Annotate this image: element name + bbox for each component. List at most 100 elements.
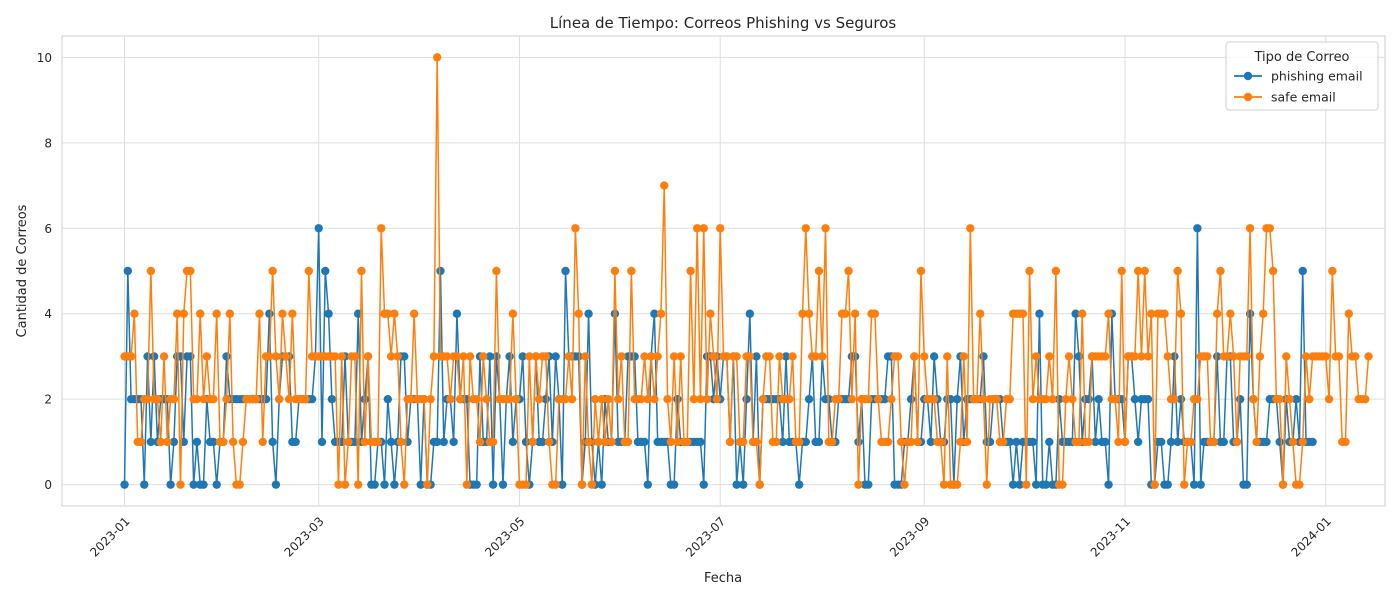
data-point [617,352,626,361]
data-point [465,352,475,361]
data-point [1344,309,1354,318]
data-point [640,352,649,361]
data-point [219,437,228,447]
data-point [1104,480,1113,489]
data-point [1130,394,1140,404]
data-point [337,352,346,361]
y-tick-label: 6 [44,222,52,236]
data-point [683,437,692,447]
data-point [1176,309,1186,318]
data-point [864,480,873,489]
data-point [956,437,965,447]
data-point [1291,394,1301,404]
data-point [419,394,429,404]
data-point [344,437,353,447]
data-point [1328,266,1337,276]
x-tick-label: 2023-11 [1088,514,1133,559]
data-point [1012,437,1021,447]
data-point [212,480,221,489]
data-point [222,352,231,361]
x-tick-label: 2024-01 [1289,514,1334,559]
data-point [916,266,926,276]
data-point [567,394,577,404]
data-point [363,352,373,361]
data-point [673,394,682,404]
data-point [873,394,883,404]
data-point [199,480,208,489]
data-point [518,352,527,361]
data-point [1051,266,1061,276]
data-point [689,394,699,404]
data-point [1301,352,1311,361]
data-point [597,394,606,404]
data-point [521,437,531,447]
data-point [1130,352,1140,361]
data-point [841,309,850,318]
data-point [939,480,949,489]
data-point [538,437,547,447]
data-point [610,266,620,276]
data-point [804,394,814,404]
data-point [307,394,317,404]
data-point [801,437,810,447]
data-point [531,352,541,361]
data-point [699,480,708,489]
legend: Tipo de Correo phishing email safe email [1225,41,1379,111]
data-point [864,394,873,404]
data-point [798,309,807,318]
data-point [488,480,498,489]
plot-frame [61,35,1386,507]
data-point [574,309,583,318]
data-point [505,352,514,361]
data-point [452,352,462,361]
data-point [992,394,1001,404]
data-point [640,437,649,447]
data-point [169,437,179,447]
data-point [400,352,409,361]
data-point [386,352,396,361]
y-tick-label: 4 [44,307,52,321]
data-point [1114,437,1123,447]
data-point [1186,437,1196,447]
data-point [646,352,656,361]
data-point [209,394,218,404]
data-point [1295,480,1304,489]
data-point [1361,394,1370,404]
data-point [186,266,195,276]
data-point [637,394,646,404]
data-point [821,224,830,233]
data-point [1031,352,1041,361]
data-point [446,394,455,404]
data-point [275,394,284,404]
data-point [1018,309,1028,318]
data-point [488,437,498,447]
data-point [1212,309,1222,318]
data-point [926,437,936,447]
data-point [999,437,1008,447]
data-point [409,309,419,318]
data-point [423,480,432,489]
data-point [1305,394,1314,404]
data-point [140,480,149,489]
data-point [360,394,369,404]
data-point [666,437,676,447]
data-point [268,266,277,276]
data-point [929,352,939,361]
data-point [143,352,152,361]
data-point [459,352,468,361]
data-point [1045,437,1054,447]
data-point [1163,352,1172,361]
data-point [952,394,962,404]
data-point [561,266,570,276]
data-point [630,352,639,361]
data-point [1143,352,1153,361]
data-point [669,352,679,361]
data-point [449,437,458,447]
data-point [1101,352,1110,361]
legend-marker [1243,71,1253,81]
data-point [317,437,327,447]
data-point [166,480,175,489]
data-point [814,266,824,276]
data-point [1298,266,1307,276]
data-point [1226,309,1235,318]
